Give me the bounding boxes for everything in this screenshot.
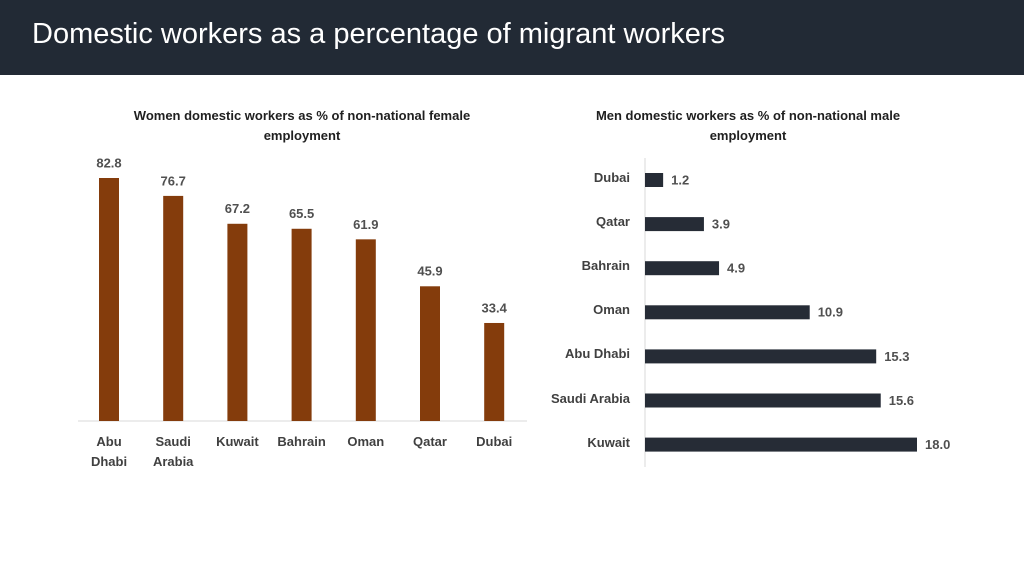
category-label: Saudi Arabia	[551, 390, 630, 406]
category-label: Dubai	[476, 434, 513, 449]
value-label: 82.8	[96, 155, 121, 170]
chart-title: Women domestic workers as % of non-natio…	[133, 108, 471, 143]
category-label: Dubai	[593, 170, 630, 185]
value-label: 15.6	[889, 393, 914, 408]
chart-title: Men domestic workers as % of non-nationa…	[595, 108, 901, 143]
category-label: Saudi Arabia	[152, 434, 194, 469]
bar	[645, 349, 877, 364]
category-label: Qatar	[596, 214, 630, 230]
category-label: Kuwait	[587, 434, 630, 450]
category-label: Oman	[593, 302, 630, 318]
category-label: Bahrain	[277, 434, 326, 449]
value-label: 15.3	[884, 349, 909, 364]
title-bar: Domestic workers as a percentage of migr…	[0, 0, 1024, 75]
bar	[291, 228, 312, 421]
value-label: 61.9	[353, 217, 378, 232]
category-label: Kuwait	[216, 434, 259, 449]
value-label: 1.2	[671, 172, 689, 187]
category-label: Oman	[347, 434, 385, 449]
bar	[227, 223, 248, 421]
value-label: 45.9	[417, 264, 442, 279]
value-label: 3.9	[712, 217, 730, 232]
bar	[645, 173, 664, 187]
bar	[645, 217, 704, 232]
value-label: 76.7	[161, 173, 186, 188]
bar	[420, 286, 440, 421]
category-label: Abu Dhabi	[90, 434, 128, 469]
bar	[355, 239, 376, 421]
value-label: 10.9	[818, 305, 843, 320]
slide-title: Domestic workers as a percentage of migr…	[32, 18, 726, 50]
value-label: 67.2	[225, 201, 250, 216]
category-label: Bahrain	[581, 258, 630, 274]
value-label: 65.5	[289, 206, 314, 221]
category-label: Abu Dhabi	[565, 346, 630, 362]
bar	[645, 393, 881, 408]
bar	[99, 178, 119, 421]
value-label: 18.0	[925, 437, 950, 452]
bar	[484, 322, 505, 421]
value-label: 33.4	[482, 300, 508, 315]
bar	[645, 305, 810, 320]
bar	[645, 437, 917, 452]
bar	[645, 261, 720, 276]
category-label: Qatar	[413, 434, 447, 449]
value-label: 4.9	[727, 261, 745, 276]
bar	[163, 195, 184, 421]
